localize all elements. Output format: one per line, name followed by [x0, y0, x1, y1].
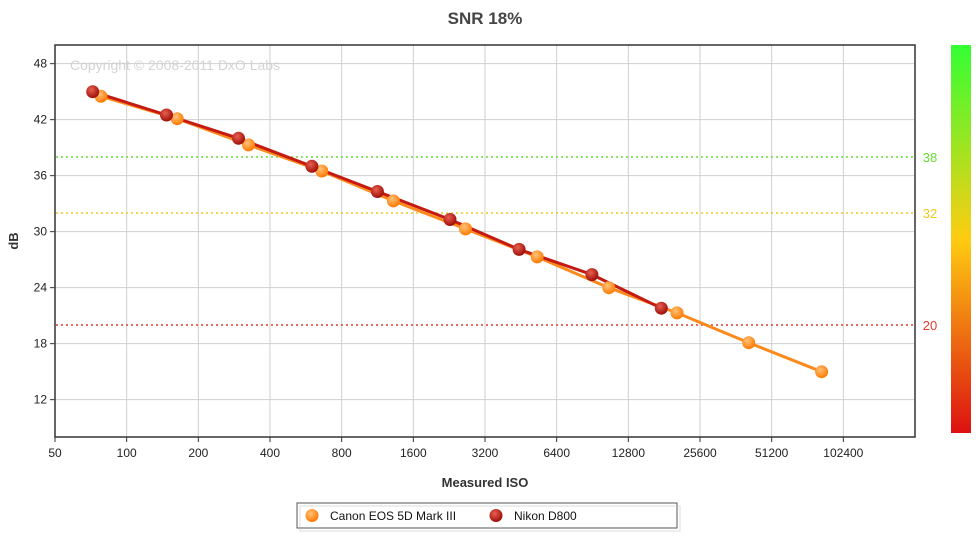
- legend-label-canon: Canon EOS 5D Mark III: [330, 509, 456, 523]
- x-tick-label: 50: [48, 446, 62, 460]
- data-point: [305, 159, 319, 173]
- legend: Canon EOS 5D Mark III Nikon D800: [296, 502, 681, 532]
- x-tick-label: 200: [188, 446, 208, 460]
- y-tick-label: 18: [34, 337, 48, 351]
- legend-box: [296, 502, 678, 529]
- data-point: [670, 306, 684, 320]
- data-point: [585, 268, 599, 282]
- series-points: [86, 85, 829, 379]
- y-axis-label: dB: [6, 232, 21, 249]
- x-tick-label: 3200: [472, 446, 499, 460]
- x-tick-label: 12800: [612, 446, 646, 460]
- data-point: [370, 185, 384, 198]
- data-point: [530, 250, 544, 264]
- data-point: [443, 213, 457, 226]
- x-tick-label: 100: [117, 446, 137, 460]
- reference-label: 38: [923, 150, 937, 165]
- x-tick-label: 6400: [543, 446, 570, 460]
- y-tick-label: 30: [34, 225, 48, 239]
- chart-title: SNR 18%: [448, 9, 523, 28]
- x-tick-label: 800: [332, 446, 352, 460]
- reference-labels: 38 32 20: [923, 150, 937, 333]
- data-point: [170, 112, 184, 126]
- data-point: [459, 222, 472, 236]
- y-tick-label: 42: [34, 113, 48, 127]
- y-tick-label: 36: [34, 169, 48, 183]
- x-tick-labels: 50 100 200 400 800 1600 3200 6400 12800 25600 5120…: [48, 437, 864, 460]
- x-axis-label: Measured ISO: [442, 475, 529, 490]
- legend-label-nikon: Nikon D800: [514, 509, 577, 523]
- reference-label: 20: [923, 318, 937, 333]
- reference-lines: [56, 156, 914, 326]
- y-tick-label: 12: [34, 393, 48, 407]
- data-point: [242, 138, 255, 152]
- watermark-text: Copyright © 2008-2011 DxO Labs: [70, 57, 280, 73]
- data-point: [742, 336, 756, 350]
- data-point: [815, 365, 829, 379]
- x-tick-label: 51200: [755, 446, 789, 460]
- data-point: [602, 281, 616, 295]
- grid-lines: [55, 45, 915, 437]
- data-point: [654, 301, 668, 315]
- legend-marker-canon: [305, 509, 319, 522]
- x-tick-label: 25600: [683, 446, 717, 460]
- y-tick-label: 48: [34, 57, 48, 71]
- data-point: [386, 194, 400, 208]
- legend-marker-nikon: [489, 509, 503, 522]
- data-point: [232, 131, 245, 145]
- y-tick-label: 24: [34, 281, 48, 295]
- data-point: [160, 108, 173, 122]
- data-point: [512, 242, 526, 256]
- reference-label: 32: [923, 206, 937, 221]
- color-scale-bar: [951, 45, 971, 433]
- x-tick-label: 1600: [400, 446, 427, 460]
- data-point: [86, 85, 100, 99]
- x-tick-label: 400: [260, 446, 280, 460]
- data-point: [315, 164, 329, 178]
- x-tick-label: 102400: [823, 446, 863, 460]
- y-tick-labels: 12 18 24 30 36 42 48: [34, 57, 55, 407]
